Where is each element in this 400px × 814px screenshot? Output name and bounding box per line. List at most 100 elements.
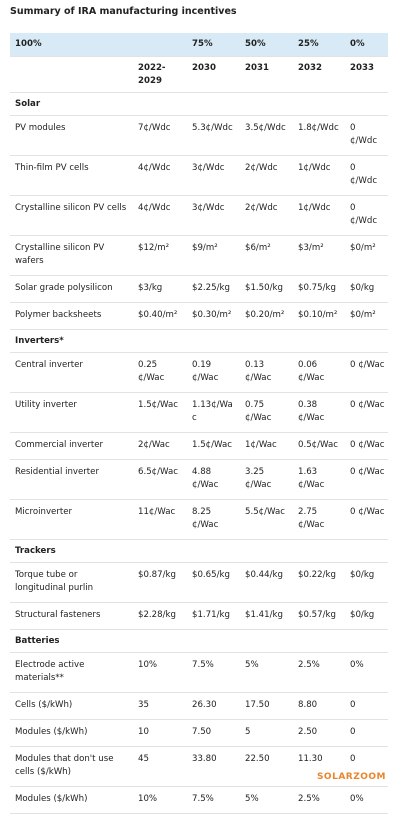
- header-percent: 25%: [293, 33, 345, 57]
- row-value: $1.50/kg: [240, 275, 293, 303]
- row-label: Central inverter: [10, 352, 133, 393]
- row-label: Residential inverter: [10, 459, 133, 500]
- row-value: 0 ¢/Wac: [345, 499, 388, 540]
- row-value: 0.06 ¢/Wac: [293, 352, 345, 393]
- row-value: 2.5%: [293, 786, 345, 814]
- row-value: $0/kg: [345, 275, 388, 303]
- row-value: $3/m²: [293, 235, 345, 276]
- row-value: $0.44/kg: [240, 562, 293, 603]
- data-row: Crystalline silicon PV cells 4¢/Wdc 3¢/Wdc…: [10, 195, 388, 236]
- row-value: 1.5¢/Wac: [133, 392, 187, 433]
- row-value: $0/kg: [345, 562, 388, 603]
- row-value: 1.63 ¢/Wac: [293, 459, 345, 500]
- row-value: 5.5¢/Wac: [240, 499, 293, 540]
- data-row: Torque tube or longitudinal purlin $0.87/…: [10, 562, 388, 603]
- header-blank: [133, 33, 187, 57]
- row-value: 0: [345, 746, 388, 787]
- row-value: 1¢/Wdc: [293, 155, 345, 196]
- row-value: 4¢/Wdc: [133, 155, 187, 196]
- data-row: Modules that don't use cells ($/kWh) 45 33…: [10, 746, 388, 787]
- section-row: Inverters*: [10, 329, 388, 353]
- row-value: $12/m²: [133, 235, 187, 276]
- row-value: $0.22/kg: [293, 562, 345, 603]
- row-label: Electrode active materials**: [10, 652, 133, 693]
- row-value: 7.50: [187, 719, 240, 747]
- row-value: 3¢/Wdc: [187, 155, 240, 196]
- row-value: 2¢/Wdc: [240, 195, 293, 236]
- section-title: Solar: [10, 92, 388, 116]
- row-value: 0 ¢/Wac: [345, 352, 388, 393]
- row-value: 4¢/Wdc: [133, 195, 187, 236]
- row-value: 0 ¢/Wdc: [345, 115, 388, 156]
- data-row: Modules ($/kWh) 10 7.50 5 2.50 0: [10, 719, 388, 747]
- section-title: Batteries: [10, 629, 388, 653]
- row-value: 0%: [345, 652, 388, 693]
- row-label: Solar grade polysilicon: [10, 275, 133, 303]
- row-value: 6.5¢/Wac: [133, 459, 187, 500]
- row-value: 0.13 ¢/Wac: [240, 352, 293, 393]
- row-value: 7¢/Wdc: [133, 115, 187, 156]
- header-blank: [10, 56, 133, 93]
- row-value: $6/m²: [240, 235, 293, 276]
- row-value: $0.40/m²: [133, 302, 187, 330]
- table-title: Summary of IRA manufacturing incentives: [10, 6, 237, 17]
- header-year: 2022-2029: [133, 56, 187, 93]
- row-label: Commercial inverter: [10, 432, 133, 460]
- header-percent: 0%: [345, 33, 388, 57]
- row-value: 8.25 ¢/Wac: [187, 499, 240, 540]
- table-body: 100% 75% 50% 25% 0% 2022-2029 2030 2031 2032 2033…: [10, 33, 388, 814]
- row-value: 0 ¢/Wac: [345, 392, 388, 433]
- header-percent: 100%: [10, 33, 133, 57]
- row-value: 0.19 ¢/Wac: [187, 352, 240, 393]
- row-value: 0 ¢/Wac: [345, 459, 388, 500]
- data-row: Microinverter 11¢/Wac 8.25 ¢/Wac 5.5¢/Wac 2.…: [10, 499, 388, 540]
- row-value: 3¢/Wdc: [187, 195, 240, 236]
- row-value: $0.65/kg: [187, 562, 240, 603]
- row-value: $1.41/kg: [240, 602, 293, 630]
- header-year-row: 2022-2029 2030 2031 2032 2033: [10, 56, 388, 93]
- incentives-table: 100% 75% 50% 25% 0% 2022-2029 2030 2031 2032 2033…: [10, 33, 388, 814]
- watermark: SOLARZOOM: [316, 772, 386, 782]
- row-value: 0.38 ¢/Wac: [293, 392, 345, 433]
- row-value: $3/kg: [133, 275, 187, 303]
- row-value: 2¢/Wdc: [240, 155, 293, 196]
- row-label: Utility inverter: [10, 392, 133, 433]
- row-value: 1.13¢/Wac: [187, 392, 240, 433]
- row-value: 7.5%: [187, 786, 240, 814]
- row-value: 5%: [240, 786, 293, 814]
- row-value: 17.50: [240, 692, 293, 720]
- row-value: 11¢/Wac: [133, 499, 187, 540]
- row-value: 0.25 ¢/Wac: [133, 352, 187, 393]
- header-percent: 50%: [240, 33, 293, 57]
- row-value: $0/kg: [345, 602, 388, 630]
- data-row: Crystalline silicon PV wafers $12/m² $9/m²…: [10, 235, 388, 276]
- row-value: 3.5¢/Wdc: [240, 115, 293, 156]
- row-value: 0 ¢/Wdc: [345, 195, 388, 236]
- section-row: Batteries: [10, 629, 388, 653]
- row-value: 10%: [133, 652, 187, 693]
- row-value: 2.75 ¢/Wac: [293, 499, 345, 540]
- row-label: Cells ($/kWh): [10, 692, 133, 720]
- row-value: 22.50: [240, 746, 293, 787]
- row-value: 2.50: [293, 719, 345, 747]
- row-value: $2.28/kg: [133, 602, 187, 630]
- section-row: Trackers: [10, 539, 388, 563]
- row-value: 5: [240, 719, 293, 747]
- row-value: 11.30: [293, 746, 345, 787]
- row-value: $0.75/kg: [293, 275, 345, 303]
- row-value: $0.87/kg: [133, 562, 187, 603]
- row-value: 8.80: [293, 692, 345, 720]
- data-row: Solar grade polysilicon $3/kg $2.25/kg $1.5…: [10, 275, 388, 303]
- row-label: Crystalline silicon PV cells: [10, 195, 133, 236]
- data-row: Polymer backsheets $0.40/m² $0.30/m² $0.20/…: [10, 302, 388, 330]
- section-title: Inverters*: [10, 329, 388, 353]
- row-value: $9/m²: [187, 235, 240, 276]
- row-value: 0: [345, 692, 388, 720]
- row-value: $2.25/kg: [187, 275, 240, 303]
- row-value: $0.57/kg: [293, 602, 345, 630]
- header-year: 2030: [187, 56, 240, 93]
- data-row: Cells ($/kWh) 35 26.30 17.50 8.80 0: [10, 692, 388, 720]
- data-row: Modules ($/kWh) 10% 7.5% 5% 2.5% 0%: [10, 786, 388, 814]
- header-year: 2031: [240, 56, 293, 93]
- row-value: 10: [133, 719, 187, 747]
